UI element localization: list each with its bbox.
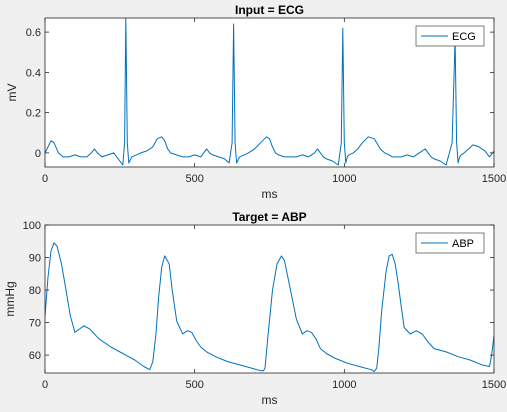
- ecg-series-line: [45, 18, 494, 166]
- abp-y-tick-label: 70: [29, 318, 41, 330]
- abp-x-tick-label: 500: [185, 379, 203, 391]
- abp-legend-entry: ABP: [452, 238, 474, 250]
- ecg-legend-entry: ECG: [452, 31, 476, 43]
- ecg-axes-box: [44, 17, 495, 168]
- ecg-x-axis-label: ms: [262, 187, 278, 201]
- abp-series-line: [45, 242, 494, 372]
- ecg-y-tick-label: 0.6: [26, 27, 41, 39]
- ecg-chart-title: Input = ECG: [235, 3, 304, 17]
- abp-y-tick-label: 90: [29, 253, 41, 265]
- abp-legend: ABP: [415, 232, 485, 254]
- abp-y-tick-label: 80: [29, 285, 41, 297]
- abp-y-tick-label: 100: [23, 220, 41, 232]
- abp-x-tick-label: 1500: [482, 379, 506, 391]
- abp-y-axis-label: mmHg: [3, 281, 17, 316]
- abp-legend-box: [415, 232, 485, 254]
- ecg-legend: ECG: [415, 25, 485, 47]
- ecg-x-tick-label: 1500: [482, 173, 506, 185]
- ecg-subplot: 0 500 1000 1500 0 0.2 0.4 0.6 Input = ECG ms mV ECG: [5, 3, 506, 201]
- abp-subplot: 0 500 1000 1500 60 70 80 90 100 Target = ABP ms mmH…: [3, 210, 506, 407]
- ecg-y-tick-label: 0.2: [26, 108, 41, 120]
- ecg-y-tick-label: 0: [35, 148, 41, 160]
- abp-x-axis-label: ms: [262, 393, 278, 407]
- ecg-legend-box: [415, 25, 485, 47]
- ecg-y-axis-label: mV: [5, 84, 19, 102]
- ecg-x-tick-label: 0: [42, 173, 48, 185]
- abp-axes-box: [44, 224, 495, 374]
- ecg-x-tick-label: 1000: [332, 173, 356, 185]
- abp-y-tick-label: 60: [29, 350, 41, 362]
- abp-x-tick-label: 0: [42, 379, 48, 391]
- abp-chart-title: Target = ABP: [232, 210, 306, 224]
- ecg-y-tick-label: 0.4: [26, 67, 41, 79]
- ecg-x-tick-label: 500: [185, 173, 203, 185]
- abp-x-tick-label: 1000: [332, 379, 356, 391]
